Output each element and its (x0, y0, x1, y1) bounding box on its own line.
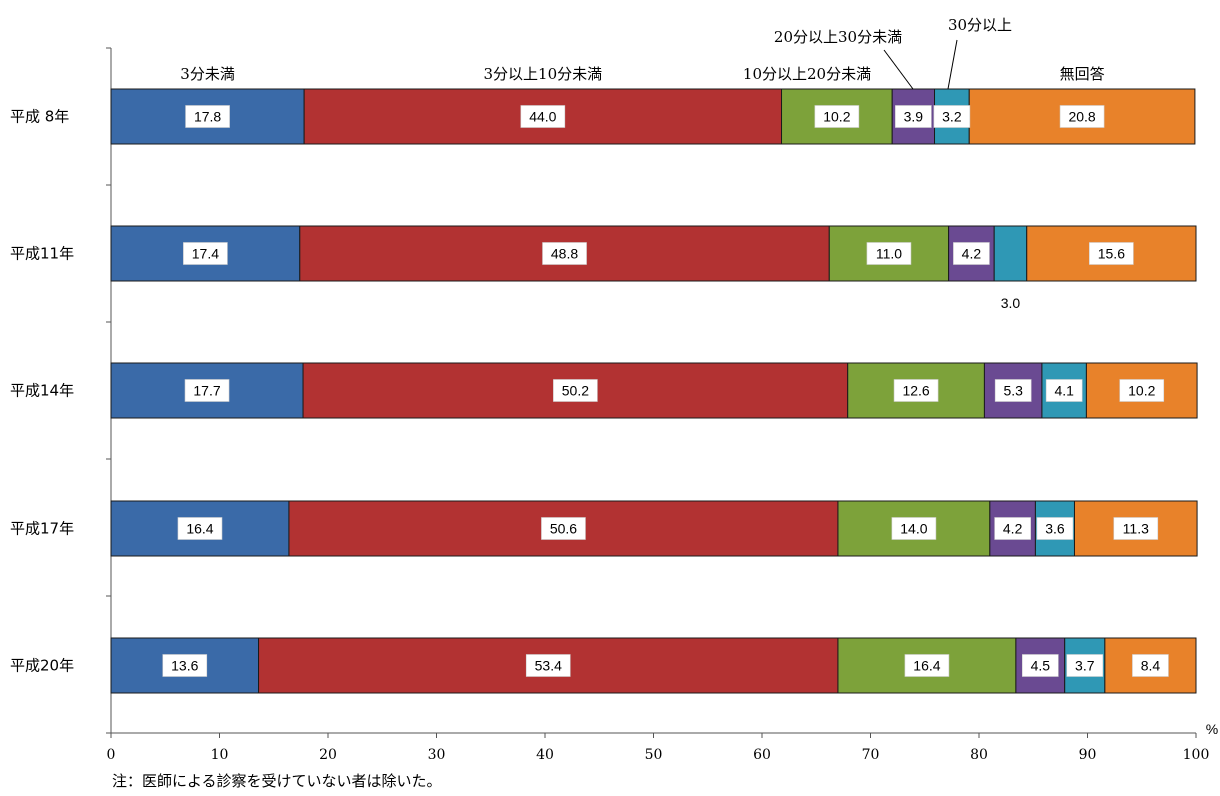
data-label: 15.6 (1098, 246, 1125, 262)
data-label-box (183, 242, 228, 265)
data-label-box (866, 242, 912, 265)
data-label-box (520, 105, 566, 128)
data-label-box (177, 517, 223, 540)
data-label: 17.8 (194, 109, 221, 125)
data-label-box (1045, 379, 1083, 402)
data-label: 13.6 (171, 658, 198, 674)
data-label-box (895, 105, 932, 128)
category-label: 平成14年 (10, 382, 74, 400)
data-label-box (525, 654, 571, 677)
data-label: 3.2 (942, 109, 962, 125)
data-label-box (1022, 654, 1059, 677)
data-label: 50.2 (562, 383, 589, 399)
series-legend: 3分未満 3分以上10分未満 10分以上20分未満 20分以上30分未満 30分以上無回… (180, 16, 1105, 90)
data-label-box (994, 379, 1032, 402)
x-tick-label: 90 (1079, 747, 1097, 763)
data-label-box (953, 242, 990, 265)
data-label: 50.6 (550, 521, 577, 537)
data-label: 10.2 (1128, 383, 1155, 399)
data-label: 48.8 (551, 246, 578, 262)
data-label-box (994, 517, 1031, 540)
footnote: 注：医師による診察を受けていない者は除いた。 (112, 772, 442, 790)
bar-segment (837, 637, 1017, 694)
value-labels: 17.8 44.0 10.2 3.9 3.2 20.8 17.4 48.8 11.0 4.2 3.0… (162, 105, 1169, 677)
data-label-box (1089, 242, 1134, 265)
series-label: 3分以上10分未満 (484, 65, 603, 83)
data-label-box (933, 105, 971, 128)
data-label-box (1066, 654, 1104, 677)
data-label-box (1132, 654, 1169, 677)
data-label-box (904, 654, 950, 677)
data-label: 4.2 (1003, 521, 1023, 537)
data-label: 8.4 (1141, 658, 1161, 674)
x-tick-label: 50 (645, 747, 663, 763)
data-label: 53.4 (535, 658, 562, 674)
x-tick-labels: 0 10 20 30 40 50 60 70 80 90 100 (107, 747, 1210, 763)
series-label: 20分以上30分未満 (774, 28, 902, 46)
data-label: 12.6 (902, 383, 929, 399)
data-label: 14.0 (900, 521, 927, 537)
data-label: 44.0 (529, 109, 556, 125)
data-label: 10.2 (823, 109, 850, 125)
x-tick-label: 20 (319, 747, 337, 763)
series-label: 3分未満 (180, 65, 235, 83)
data-label: 16.4 (186, 521, 213, 537)
x-tick-label: 40 (536, 747, 554, 763)
x-tick-label: 70 (862, 747, 880, 763)
x-tick-label: 10 (211, 747, 229, 763)
data-label: 3.7 (1075, 658, 1095, 674)
category-label: 平成20年 (10, 657, 74, 675)
data-label-box (1119, 379, 1165, 402)
data-label-box (891, 517, 937, 540)
x-axis-unit-label: % (1206, 721, 1218, 737)
data-label-box (541, 517, 586, 540)
bar-segment (993, 225, 1028, 282)
data-label-box (893, 379, 939, 402)
series-label: 無回答 (1060, 65, 1105, 83)
data-label: 11.3 (1123, 521, 1149, 537)
data-label-box (184, 379, 230, 402)
data-label: 4.1 (1054, 383, 1074, 399)
data-label-box (1113, 517, 1159, 540)
x-tick-label: 0 (107, 747, 116, 763)
series-label: 30分以上 (948, 16, 1012, 34)
data-label: 16.4 (913, 658, 940, 674)
data-label-box (185, 105, 230, 128)
data-label-box (1059, 105, 1105, 128)
data-label: 3.9 (904, 109, 924, 125)
bars (110, 88, 1198, 694)
data-label: 11.0 (876, 246, 902, 262)
data-label: 17.7 (193, 383, 220, 399)
x-tick-label: 30 (428, 747, 446, 763)
x-tick-label: 100 (1183, 747, 1210, 763)
series-label-leader (947, 39, 958, 90)
data-label: 20.8 (1068, 109, 1095, 125)
data-label-box (814, 105, 860, 128)
data-label: 17.4 (192, 246, 219, 262)
x-tick-label: 80 (970, 747, 988, 763)
category-label: 平成 8年 (10, 108, 69, 126)
series-label: 10分以上20分未満 (743, 65, 871, 83)
data-label: 4.5 (1031, 658, 1051, 674)
data-label: 3.6 (1045, 521, 1065, 537)
data-label-box (162, 654, 208, 677)
series-label-leader (883, 49, 914, 90)
data-label: 3.0 (1001, 295, 1021, 311)
data-label-box (1036, 517, 1074, 540)
category-label: 平成11年 (10, 245, 74, 263)
data-label-box (542, 242, 587, 265)
data-label: 4.2 (962, 246, 982, 262)
category-label: 平成17年 (10, 520, 74, 538)
data-label: 5.3 (1003, 383, 1023, 399)
x-tick-label: 60 (753, 747, 771, 763)
data-label-box (553, 379, 598, 402)
